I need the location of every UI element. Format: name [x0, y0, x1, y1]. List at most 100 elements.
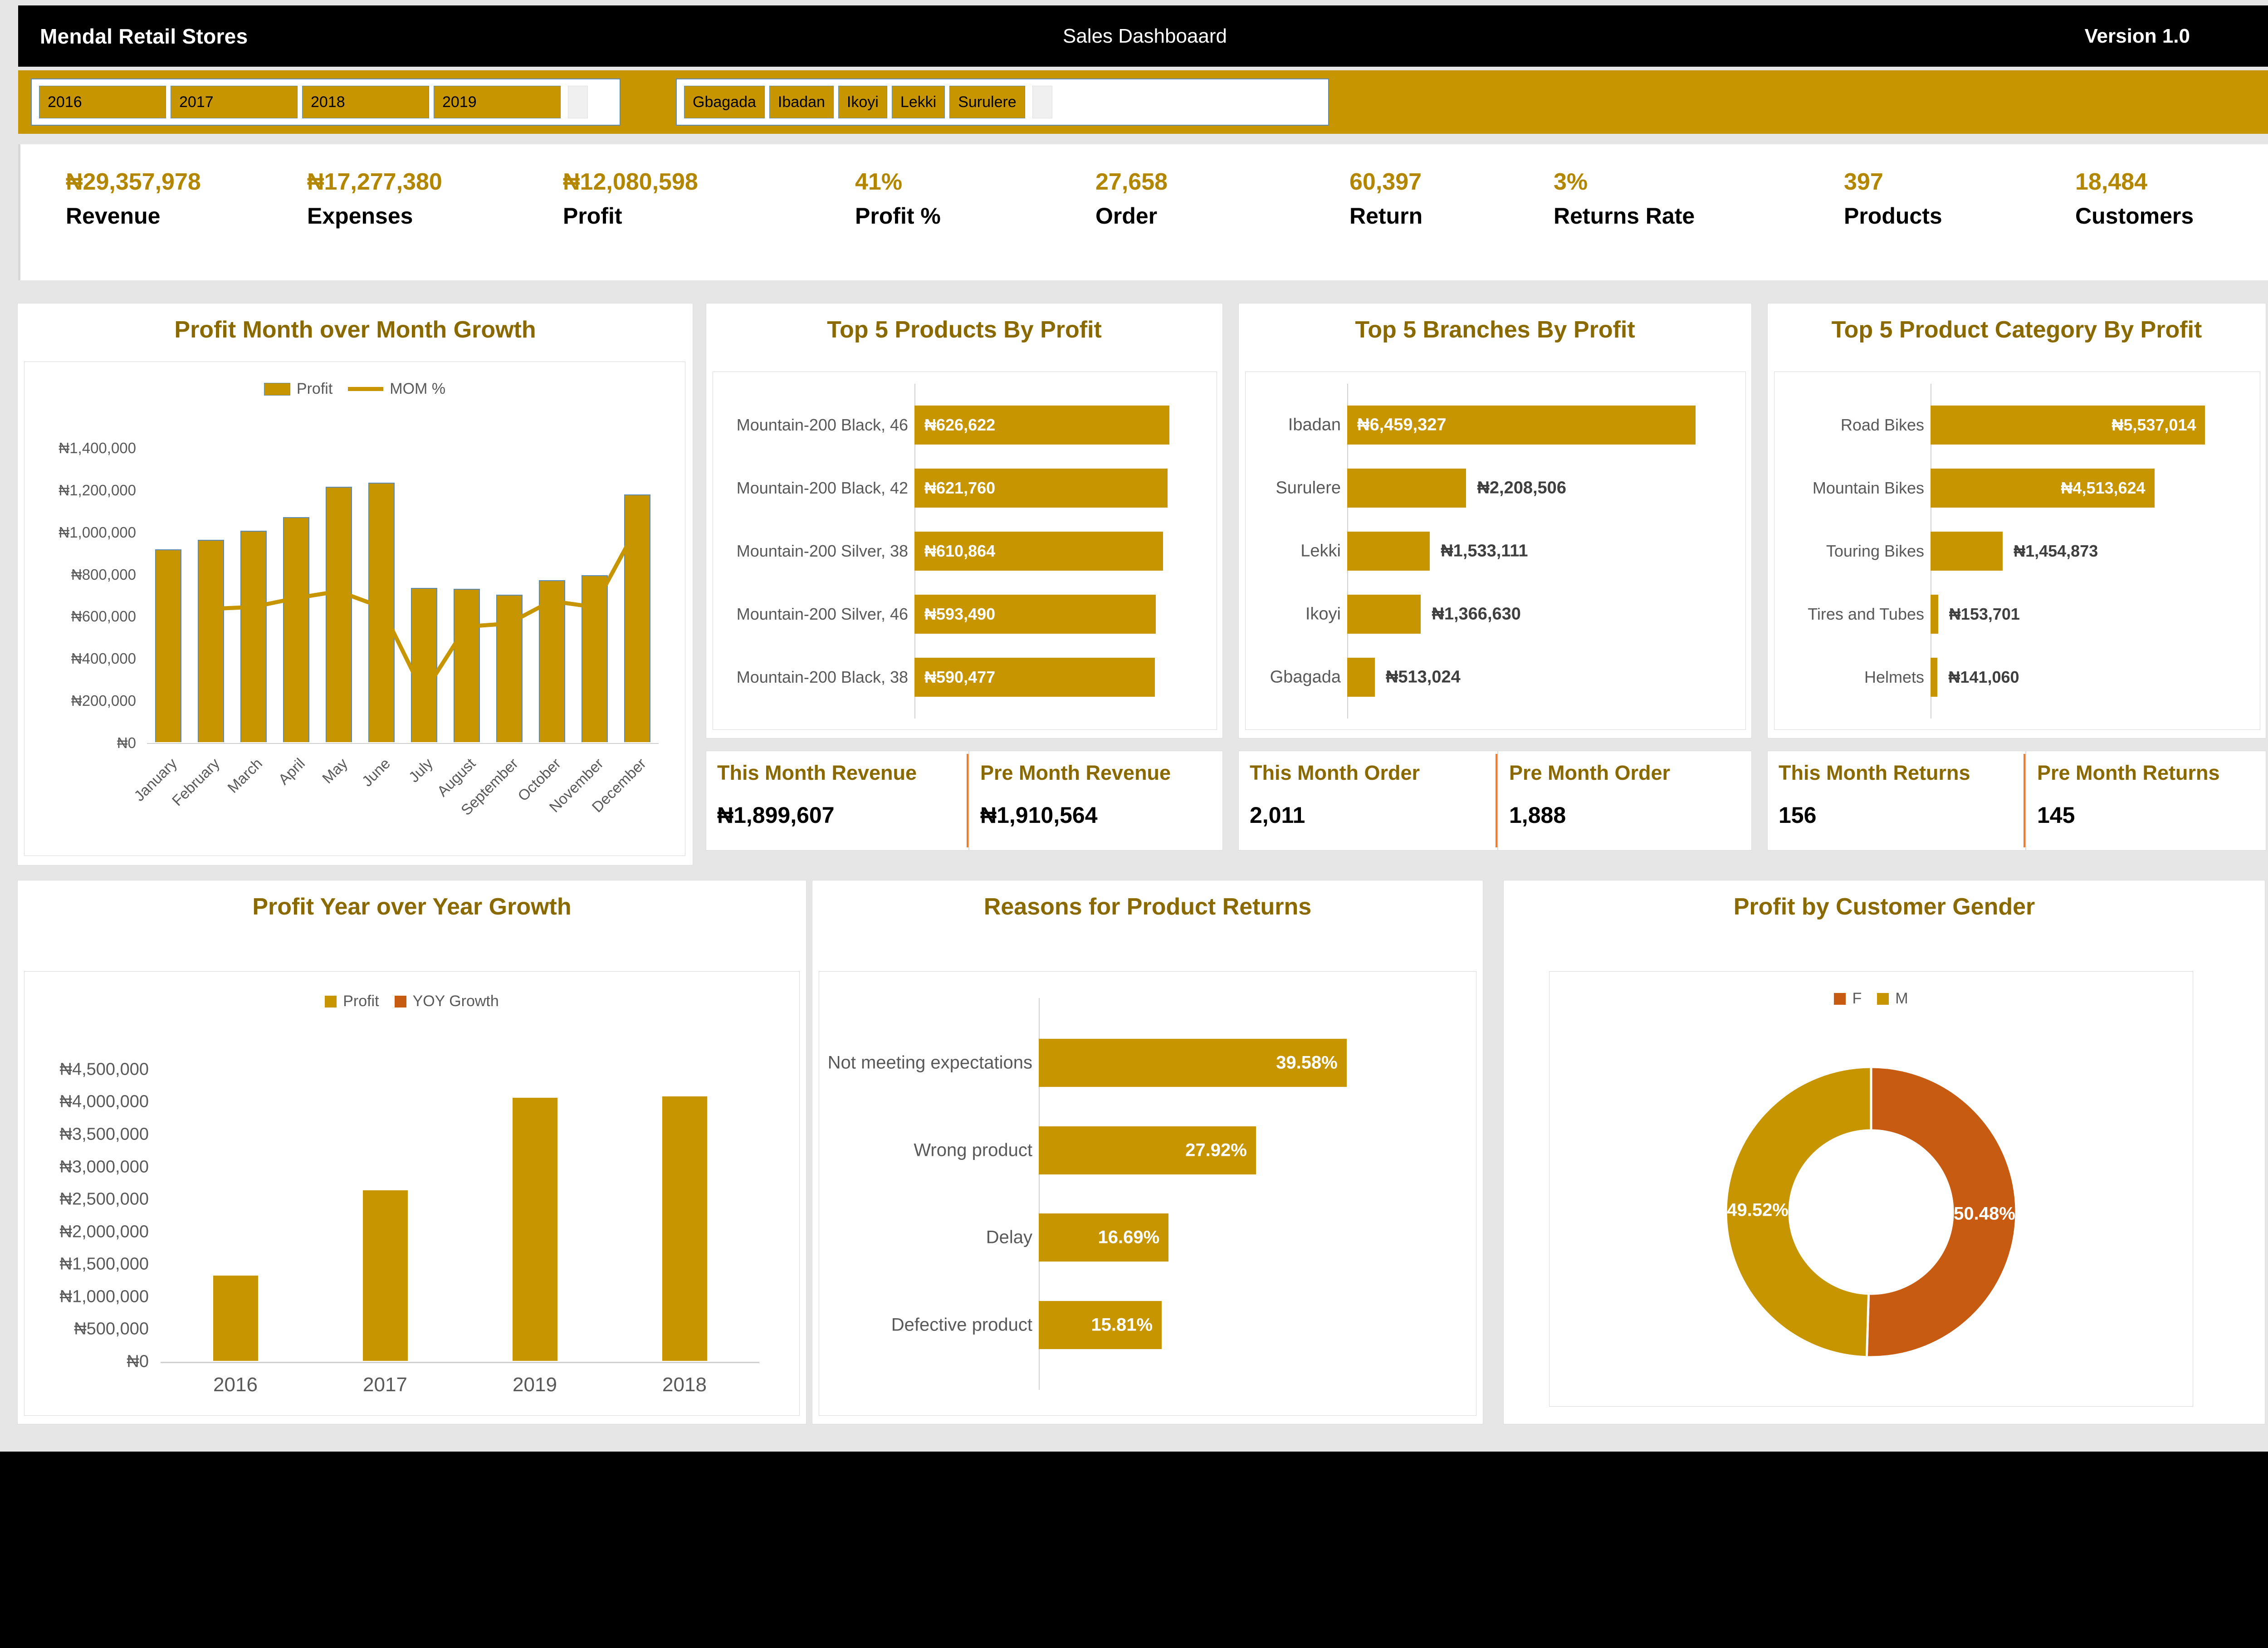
mom-y-tick: ₦600,000 — [71, 608, 136, 625]
kpi-strip: ₦29,357,978 Revenue ₦17,277,380 Expenses… — [18, 144, 2268, 280]
slicer-year-2019[interactable]: 2019 — [434, 86, 561, 118]
kpi-revenue-label: Revenue — [66, 203, 161, 229]
yoy-y-tick: ₦500,000 — [74, 1319, 149, 1339]
returns_reasons-category-label: Not meeting expectations — [827, 1052, 1032, 1073]
kpi-revenue: ₦29,357,978 Revenue — [66, 170, 201, 229]
kpi-products: 397 Products — [1844, 170, 1942, 229]
card-divider — [2024, 754, 2025, 847]
mom-bar — [325, 486, 352, 742]
returns_reasons-bar — [1039, 1039, 1347, 1087]
year-slicer[interactable]: 2016 2017 2018 2019 — [31, 78, 621, 126]
table-row: Mountain-200 Black, 38 ₦590,477 — [713, 646, 1217, 709]
slicer-branch-gbagada[interactable]: Gbagada — [684, 86, 765, 118]
branch-slicer-scrollbar[interactable] — [1032, 86, 1052, 118]
top5products-bar-value: ₦626,622 — [924, 416, 996, 435]
returns_reasons-bar-value: 16.69% — [1098, 1227, 1160, 1247]
metric-card-this-month-order: This Month Order 2,011 — [1238, 751, 1498, 851]
legend-label-female: F — [1852, 990, 1862, 1007]
kpi-products-value: 397 — [1844, 169, 1883, 195]
pre-month-order-title: Pre Month Order — [1509, 761, 1671, 784]
kpi-customers: 18,484 Customers — [2075, 170, 2194, 229]
top5categories-category-label: Touring Bikes — [1826, 541, 1924, 560]
kpi-profit: ₦12,080,598 Profit — [563, 170, 698, 229]
mom-bar — [624, 494, 651, 742]
legend-swatch-line-icon — [348, 387, 384, 391]
kpi-order: 27,658 Order — [1095, 170, 1168, 229]
top5products-bar — [914, 469, 1168, 508]
table-row: Gbagada ₦513,024 — [1246, 646, 1745, 709]
legend-swatch-male-icon — [1877, 993, 1889, 1005]
top5products-category-label: Mountain-200 Black, 46 — [736, 416, 908, 435]
top5categories-bar-value: ₦153,701 — [1949, 604, 2020, 623]
returns_reasons-bar — [1039, 1301, 1162, 1349]
top5branches-bar — [1347, 594, 1421, 634]
legend-item-female: F — [1834, 990, 1862, 1007]
branch-slicer[interactable]: Gbagada Ibadan Ikoyi Lekki Surulere — [676, 78, 1329, 126]
slicer-branch-surulere[interactable]: Surulere — [949, 86, 1025, 118]
returns_reasons-bar — [1039, 1126, 1256, 1174]
brand-title: Mendal Retail Stores — [40, 24, 248, 48]
top5products-bar-value: ₦610,864 — [924, 541, 996, 560]
slicer-year-2018[interactable]: 2018 — [302, 86, 429, 118]
slicer-branch-lekki[interactable]: Lekki — [891, 86, 945, 118]
pre-month-returns-title: Pre Month Returns — [2037, 761, 2220, 784]
mom-axis-line — [147, 743, 659, 744]
mom-bar — [155, 549, 182, 742]
donut-slice-F — [1865, 1066, 2018, 1359]
page-title: Sales Dashboaard — [1062, 24, 1227, 47]
top5categories-bar — [1931, 531, 2003, 571]
legend-item-profit: Profit — [264, 380, 332, 398]
top5products-bar — [914, 594, 1156, 634]
yoy-y-tick: ₦1,000,000 — [59, 1287, 149, 1306]
top5-categories-panel: Top 5 Product Category By Profit Road Bi… — [1767, 303, 2266, 738]
pre-month-revenue-title: Pre Month Revenue — [980, 761, 1171, 784]
mom-y-tick: ₦1,200,000 — [59, 481, 136, 499]
table-row: Ikoyi ₦1,366,630 — [1246, 582, 1745, 646]
top5products-bar-value: ₦621,760 — [924, 479, 996, 498]
kpi-order-value: 27,658 — [1095, 169, 1168, 195]
yoy-x-tick: 2016 — [213, 1374, 258, 1396]
year-slicer-scrollbar[interactable] — [568, 86, 588, 118]
mom-bar — [496, 595, 523, 742]
top5categories-bar — [1931, 657, 1938, 697]
top5-branches-panel: Top 5 Branches By Profit Ibadan ₦6,459,32… — [1238, 303, 1752, 738]
top5-products-title: Top 5 Products By Profit — [827, 317, 1102, 343]
kpi-return: 60,397 Return — [1349, 170, 1422, 229]
slicer-year-2016[interactable]: 2016 — [39, 86, 166, 118]
legend-swatch-female-icon — [1834, 993, 1846, 1005]
profit-by-gender-title: Profit by Customer Gender — [1733, 894, 2035, 920]
kpi-order-label: Order — [1095, 203, 1158, 229]
top5branches-category-label: Ikoyi — [1305, 604, 1341, 624]
returns_reasons-category-label: Wrong product — [914, 1140, 1032, 1160]
table-row: Delay 16.69% — [819, 1194, 1476, 1281]
slicer-year-2017[interactable]: 2017 — [171, 86, 298, 118]
top5products-category-label: Mountain-200 Black, 42 — [736, 479, 908, 498]
donut-slice-M — [1725, 1066, 1872, 1359]
slicer-branch-ikoyi[interactable]: Ikoyi — [838, 86, 887, 118]
top5categories-bar-value: ₦4,513,624 — [2061, 479, 2146, 498]
top5branches-bar — [1347, 406, 1696, 445]
top5categories-bar-value: ₦1,454,873 — [2014, 541, 2098, 560]
slicer-branch-ibadan[interactable]: Ibadan — [769, 86, 834, 118]
kpi-products-label: Products — [1844, 203, 1942, 229]
legend-swatch-bar-icon — [264, 382, 290, 396]
top5branches-bar-value: ₦6,459,327 — [1357, 415, 1447, 435]
kpi-returns-rate: 3% Returns Rate — [1554, 170, 1695, 229]
table-row: Helmets ₦141,060 — [1774, 646, 2260, 709]
mom-y-tick: ₦1,000,000 — [59, 523, 136, 541]
returns-reasons-plot-area: Not meeting expectations 39.58% Wrong prod… — [819, 971, 1476, 1416]
dashboard-page: Mendal Retail Stores Sales Dashboaard Ve… — [0, 0, 2268, 1452]
top5branches-category-label: Lekki — [1300, 541, 1341, 561]
table-row: Touring Bikes ₦1,454,873 — [1774, 520, 2260, 583]
top5products-bar — [914, 657, 1155, 697]
this-month-returns-value: 156 — [1779, 802, 1817, 828]
top5products-bar-value: ₦590,477 — [924, 667, 996, 686]
profit-yoy-legend: Profit YOY Growth — [24, 993, 799, 1010]
top5branches-category-label: Surulere — [1276, 478, 1341, 498]
profit-yoy-plot-area: Profit YOY Growth ₦0 ₦500,000 ₦1,000,000 ₦1… — [24, 971, 800, 1416]
legend-item-yoy-growth: YOY Growth — [394, 993, 499, 1010]
metric-card-this-month-returns: This Month Returns 156 — [1767, 751, 2026, 851]
mom-y-tick: ₦1,400,000 — [59, 440, 136, 456]
kpi-profit-pct: 41% Profit % — [855, 170, 941, 229]
table-row: Tires and Tubes ₦153,701 — [1774, 582, 2260, 646]
